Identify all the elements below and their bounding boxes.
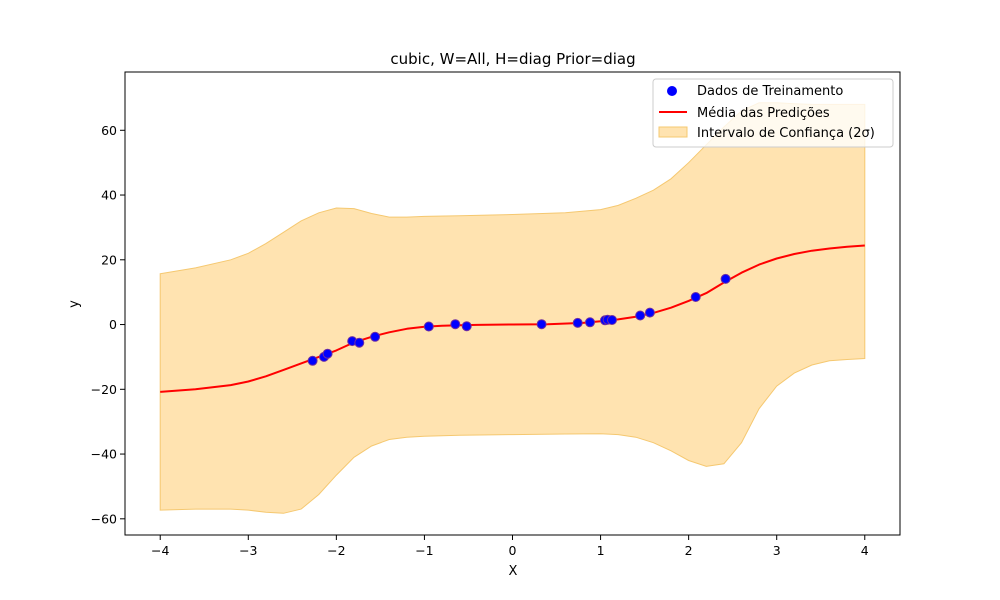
y-tick-label: −40	[91, 447, 117, 462]
x-tick-label: −4	[151, 543, 169, 558]
y-tick-label: 0	[109, 317, 117, 332]
training-points-layer	[307, 273, 731, 366]
x-tick-label: 1	[597, 543, 605, 558]
x-tick-label: −2	[327, 543, 345, 558]
training-point	[423, 321, 434, 332]
training-point	[572, 317, 583, 328]
mean-line-layer	[160, 244, 865, 393]
training-point	[307, 355, 318, 366]
training-point	[322, 348, 333, 359]
training-point	[370, 331, 381, 342]
legend-frame	[652, 78, 894, 148]
y-tick-label: −60	[91, 511, 117, 526]
legend-marker-confidence-band	[658, 126, 688, 138]
x-axis-ticks: −4 −3 −2 −1 0 1 2 3 4	[151, 535, 869, 558]
x-tick-label: 0	[509, 543, 517, 558]
training-point	[690, 292, 701, 302]
legend-label-mean-line: Média das Predições	[697, 106, 830, 121]
x-tick-label: −1	[415, 543, 433, 558]
training-point	[585, 317, 595, 328]
y-axis-ticks: −60 −40 −20 0 20 40 60	[91, 123, 125, 526]
y-tick-label: 20	[101, 252, 117, 267]
training-point	[607, 315, 617, 325]
chart-title: cubic, W=All, H=diag Prior=diag	[390, 50, 635, 68]
x-tick-label: 3	[773, 543, 781, 558]
training-point	[450, 319, 461, 330]
legend: Dados de Treinamento Média das Predições…	[652, 78, 894, 148]
legend-label-training-points: Dados de Treinamento	[697, 84, 843, 99]
confidence-band-layer	[159, 102, 866, 514]
confidence-band	[159, 102, 866, 514]
x-tick-label: 4	[861, 543, 869, 558]
x-tick-label: 2	[685, 543, 693, 558]
mean-prediction-line	[160, 244, 865, 393]
training-point	[644, 307, 655, 318]
training-point	[461, 321, 472, 332]
training-point	[635, 310, 646, 321]
legend-label-confidence-band: Intervalo de Confiança (2σ)	[697, 126, 875, 141]
y-axis-label: y	[67, 300, 82, 308]
training-point	[536, 319, 547, 330]
training-point	[720, 273, 731, 284]
x-tick-label: −3	[239, 543, 257, 558]
training-point	[354, 337, 365, 348]
legend-marker-training-points	[667, 86, 677, 96]
y-tick-label: −20	[91, 382, 117, 397]
y-tick-label: 60	[101, 123, 117, 138]
y-tick-label: 40	[101, 188, 117, 203]
x-axis-label: X	[509, 564, 518, 579]
